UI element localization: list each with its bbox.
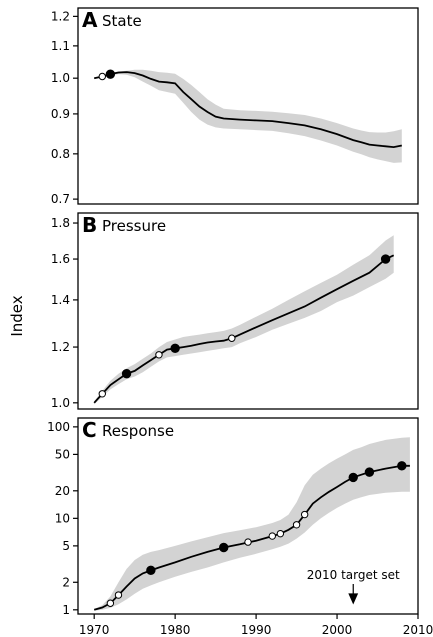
y-axis-label: Index <box>8 295 26 336</box>
panel-letter: B <box>82 213 97 237</box>
series-line <box>93 254 395 404</box>
y-tick-label: 1.4 <box>51 293 70 307</box>
data-point-filled <box>397 461 407 471</box>
data-point-open <box>276 529 285 538</box>
y-tick-label: 20 <box>55 484 70 498</box>
panel-c: 1 2 5 10 20 50 100 C Response <box>47 417 419 617</box>
x-tick-label: 1980 <box>160 623 191 637</box>
panel-b: 1.0 1.2 1.4 1.6 1.8 B Pressure <box>51 212 419 410</box>
panel-letter: A <box>82 8 98 32</box>
plot-frame <box>77 417 419 615</box>
data-point-filled <box>170 343 180 354</box>
target-annotation: 2010 target set <box>307 568 400 605</box>
data-point-open <box>98 72 106 81</box>
panel-title: State <box>102 12 142 30</box>
x-tick-label: 2000 <box>322 623 353 637</box>
data-point-open <box>114 591 123 599</box>
y-tick-label: 1 <box>62 603 70 617</box>
panel-title: Pressure <box>102 217 166 235</box>
y-tick-label: 0.8 <box>51 147 70 161</box>
y-tick-label: 2 <box>62 575 70 589</box>
data-point-filled <box>105 69 116 79</box>
series-line <box>94 71 402 149</box>
x-tick-label: 1970 <box>79 623 110 637</box>
data-point-filled <box>219 542 229 553</box>
y-tick-label: 0.9 <box>51 107 70 121</box>
y-tick-label: 1.2 <box>51 340 70 354</box>
y-tick-label: 1.8 <box>51 216 70 230</box>
data-point-filled <box>364 467 375 477</box>
panels: 0.7 0.8 0.9 1.0 1.1 1.2 A State 1.0 1.2 1.4 1.6 1.8 B… <box>47 7 419 617</box>
data-point-open <box>244 538 252 546</box>
y-tick-label: 1.1 <box>51 39 70 53</box>
y-tick-label: 1.0 <box>51 71 70 85</box>
confidence-band <box>94 69 402 163</box>
y-tick-label: 10 <box>55 511 70 525</box>
y-tick-label: 5 <box>62 539 70 553</box>
plot-frame <box>77 212 419 410</box>
data-point-open <box>98 390 106 398</box>
data-point-open <box>155 351 163 359</box>
panel-a: 0.7 0.8 0.9 1.0 1.1 1.2 A State <box>51 7 419 206</box>
x-tick-label: 1990 <box>241 623 272 637</box>
plot-frame <box>77 7 419 205</box>
y-tick-label: 100 <box>47 420 70 434</box>
data-point-open <box>268 532 276 540</box>
y-tick-label: 50 <box>55 447 70 461</box>
confidence-band <box>94 235 394 405</box>
data-point-open <box>106 599 115 607</box>
data-point-filled <box>121 368 132 379</box>
data-point-open <box>300 510 309 519</box>
annotation-arrow <box>348 584 359 605</box>
y-tick-label: 1.2 <box>51 9 70 23</box>
panel-title: Response <box>102 422 174 440</box>
data-point-filled <box>348 472 358 483</box>
x-tick-label: 2010 <box>403 623 433 637</box>
panel-letter: C <box>82 418 97 442</box>
y-tick-label: 1.0 <box>51 396 70 410</box>
data-point-filled <box>380 254 391 264</box>
confidence-band <box>94 437 410 611</box>
data-point-filled <box>146 565 156 576</box>
y-tick-label: 1.6 <box>51 252 70 266</box>
annotation-text: 2010 target set <box>307 568 400 582</box>
data-point-open <box>228 334 236 342</box>
data-point-open <box>292 521 301 529</box>
x-axis-ticks: 1970 1980 1990 2000 2010 <box>79 614 433 637</box>
y-tick-label: 0.7 <box>51 192 70 206</box>
